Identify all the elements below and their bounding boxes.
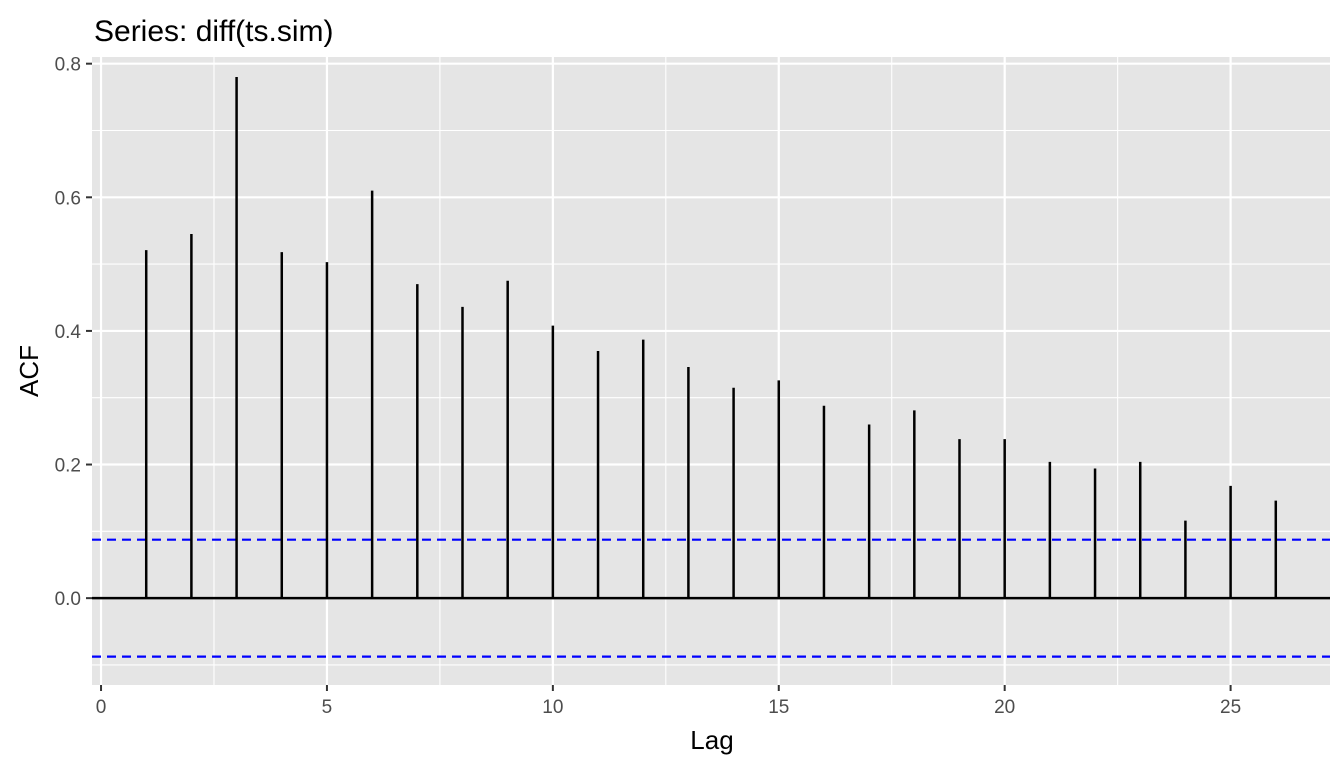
- x-tick-label: 20: [994, 697, 1015, 718]
- chart-title: Series: diff(ts.sim): [94, 15, 334, 48]
- x-tick-label: 5: [322, 697, 333, 718]
- y-tick-label: 0.6: [55, 188, 81, 209]
- y-axis-title: ACF: [14, 345, 44, 397]
- y-tick-label: 0.2: [55, 456, 81, 477]
- y-tick-label: 0.0: [55, 589, 81, 610]
- minor-gridlines: [92, 57, 1330, 685]
- x-tick-label: 15: [768, 697, 789, 718]
- x-axis: 0 5 10 15 20 25: [96, 685, 1241, 718]
- x-tick-label: 25: [1220, 697, 1241, 718]
- x-tick-label: 0: [96, 697, 107, 718]
- y-axis: 0.0 0.2 0.4 0.6 0.8: [55, 55, 92, 610]
- y-tick-label: 0.8: [55, 55, 81, 76]
- x-tick-label: 10: [542, 697, 563, 718]
- confidence-bounds: [92, 538, 1330, 658]
- plot-panel: [92, 57, 1330, 685]
- x-axis-title: Lag: [690, 725, 733, 755]
- acf-bars: [144, 77, 1278, 599]
- y-tick-label: 0.4: [55, 322, 82, 343]
